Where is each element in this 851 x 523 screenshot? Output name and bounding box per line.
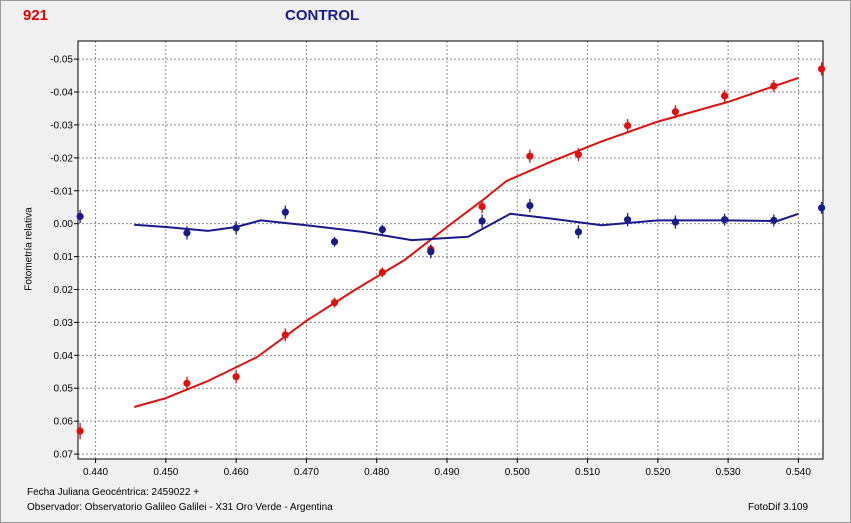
red-series-point <box>721 92 729 100</box>
x-tick-label: 0.530 <box>716 467 741 478</box>
blue-series-point <box>183 229 191 237</box>
red-series-point <box>330 299 339 307</box>
y-tick-label: 0.04 <box>54 351 74 362</box>
blue-series-point <box>671 218 680 226</box>
x-tick-label: 0.490 <box>434 467 459 478</box>
red-series-point <box>183 379 191 387</box>
red-series-point <box>526 152 534 160</box>
red-series-point <box>817 65 826 73</box>
y-tick-label: -0.05 <box>50 55 73 66</box>
footer-julian-date: Fecha Juliana Geocéntrica: 2459022 + <box>27 487 200 498</box>
red-series-point <box>478 202 486 211</box>
blue-series-point <box>76 212 84 221</box>
y-tick-label: -0.03 <box>50 120 73 131</box>
y-tick-label: -0.01 <box>50 186 73 197</box>
red-series-point <box>770 82 778 90</box>
red-series-point <box>624 121 632 130</box>
x-tick-label: 0.480 <box>364 467 389 478</box>
x-tick-label: 0.450 <box>153 467 178 478</box>
red-series-point <box>574 150 583 159</box>
footer-observer: Observador: Observatorio Galileo Galilei… <box>27 502 333 513</box>
y-tick-label: -0.04 <box>50 88 73 99</box>
y-tick-label: 0.06 <box>54 417 74 428</box>
blue-series-fit-line <box>134 212 799 242</box>
blue-series-point <box>281 208 289 216</box>
x-tick-label: 0.440 <box>83 467 108 478</box>
y-tick-label: 0.03 <box>54 318 74 329</box>
plot-area <box>78 41 823 459</box>
blue-series-point <box>378 225 386 234</box>
y-tick-label: 0.01 <box>54 252 74 263</box>
series-label: CONTROL <box>285 7 360 24</box>
y-tick-label: 0.02 <box>54 285 74 296</box>
blue-series-point <box>427 248 435 256</box>
y-tick-label: 0.07 <box>54 450 74 461</box>
blue-series-point <box>478 217 486 225</box>
y-tick-label: -0.02 <box>50 153 73 164</box>
x-tick-label: 0.520 <box>645 467 670 478</box>
y-tick-label: 0.05 <box>54 384 74 395</box>
red-series-point <box>232 373 240 381</box>
x-tick-label: 0.540 <box>786 467 811 478</box>
blue-series-point <box>721 216 729 224</box>
blue-series-point <box>232 224 240 232</box>
blue-series-point <box>624 216 632 224</box>
red-series-point <box>76 427 84 435</box>
x-tick-label: 0.500 <box>505 467 530 478</box>
blue-series-point <box>330 238 339 246</box>
y-tick-label: 0.00 <box>54 219 74 230</box>
red-series-point <box>281 331 289 339</box>
object-label: 921 <box>23 7 49 24</box>
footer-software-version: FotoDif 3.109 <box>748 502 809 513</box>
x-tick-label: 0.510 <box>575 467 600 478</box>
blue-series-point <box>574 228 583 236</box>
red-series-fit-line <box>133 76 799 408</box>
red-series-point <box>671 108 680 116</box>
blue-series-point <box>770 216 778 224</box>
plot-border <box>77 40 824 460</box>
blue-series-point <box>817 204 826 212</box>
x-tick-label: 0.460 <box>224 467 249 478</box>
red-series-point <box>378 268 386 276</box>
x-tick-label: 0.470 <box>294 467 319 478</box>
blue-series-point <box>526 201 534 210</box>
